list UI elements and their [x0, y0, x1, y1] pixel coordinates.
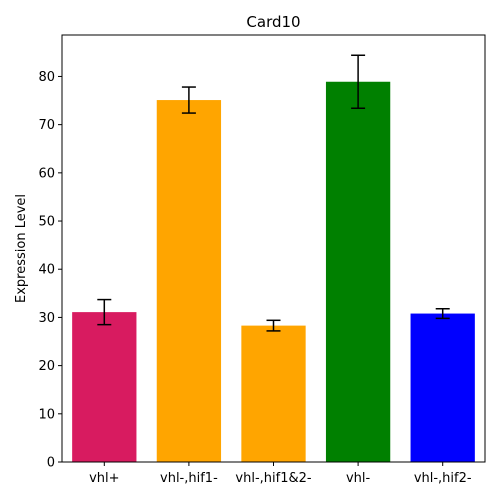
y-tick-label-7: 70	[38, 118, 55, 133]
bar-0	[72, 312, 137, 462]
chart-title: Card10	[246, 13, 300, 31]
y-axis-label: Expression Level	[14, 194, 29, 303]
bar-4	[410, 313, 475, 462]
bar-3	[325, 81, 391, 462]
x-tick-label-4: vhl-,hif2-	[414, 471, 472, 486]
y-tick-label-3: 30	[38, 311, 55, 326]
x-tick-label-0: vhl+	[89, 471, 119, 486]
x-tick-label-3: vhl-	[346, 471, 371, 486]
y-tick-label-6: 60	[38, 166, 55, 181]
y-tick-label-4: 40	[38, 263, 55, 278]
bar-2	[241, 325, 306, 462]
y-tick-label-0: 0	[47, 456, 55, 471]
y-tick-label-5: 50	[38, 215, 55, 230]
bar-1	[156, 100, 222, 462]
y-tick-label-8: 80	[38, 70, 55, 85]
x-tick-label-2: vhl-,hif1&2-	[235, 471, 311, 486]
y-tick-label-1: 10	[38, 407, 55, 422]
plot-area: 0 10 20 30 40 50 60 70 80 vhl+ vhl-,hif1- vhl-,hif1…	[38, 34, 486, 486]
x-tick-label-1: vhl-,hif1-	[160, 471, 218, 486]
y-tick-label-2: 20	[38, 359, 55, 374]
